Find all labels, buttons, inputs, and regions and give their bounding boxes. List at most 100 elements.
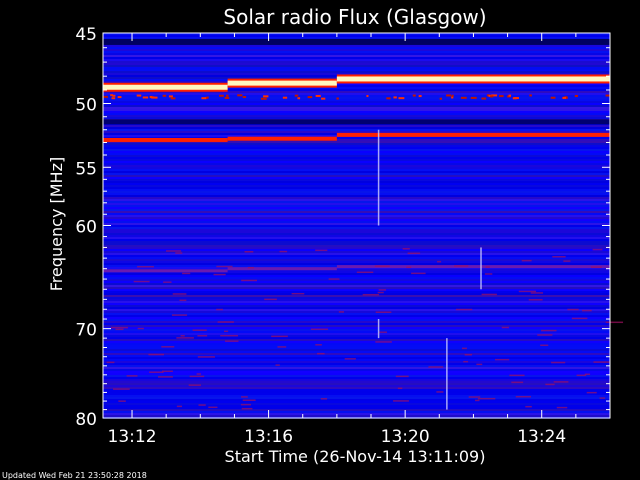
burst-dash	[111, 97, 116, 100]
noise-stripe	[103, 407, 610, 409]
noise-stripe	[103, 213, 610, 215]
noise-stripe	[103, 255, 610, 257]
faint-streak	[310, 328, 329, 331]
updated-timestamp: Updated Wed Feb 21 23:50:28 2018	[2, 471, 147, 480]
noise-stripe	[103, 101, 610, 103]
faint-streak	[315, 249, 328, 252]
burst-dash	[446, 94, 452, 97]
noise-stripe	[103, 215, 610, 217]
burst-dash	[237, 94, 243, 97]
burst-dash	[112, 94, 116, 97]
faint-streak	[162, 370, 173, 373]
faint-streak	[166, 250, 182, 252]
noise-stripe	[103, 205, 610, 207]
noise-stripe	[103, 387, 610, 389]
noise-stripe	[103, 319, 610, 321]
faint-streak	[582, 309, 592, 312]
noise-stripe	[103, 111, 610, 113]
faint-streak	[362, 293, 380, 296]
noise-stripe	[103, 313, 610, 315]
faint-streak	[315, 344, 322, 346]
faint-streak	[375, 311, 392, 313]
burst-dash	[263, 95, 269, 98]
faint-streak	[176, 337, 194, 339]
noise-stripe	[103, 147, 610, 149]
faint-streak	[521, 259, 532, 262]
noise-stripe	[103, 391, 610, 393]
faint-streak	[374, 265, 390, 267]
x-tick-label: 13:12	[108, 427, 157, 447]
noise-stripe	[103, 159, 610, 161]
noise-stripe	[103, 385, 610, 387]
noise-stripe	[103, 401, 610, 403]
noise-stripe	[103, 107, 610, 109]
burst-dash	[206, 96, 209, 99]
noise-stripe	[103, 225, 610, 227]
faint-streak	[137, 327, 144, 330]
emission-line	[336, 132, 610, 137]
faint-streak	[407, 252, 421, 255]
noise-stripe	[103, 227, 610, 229]
faint-streak	[198, 404, 206, 406]
burst-dash	[499, 95, 504, 98]
noise-stripe	[103, 201, 610, 203]
faint-streak	[163, 281, 172, 283]
noise-stripe	[103, 249, 610, 251]
x-axis-label: Start Time (26-Nov-14 13:11:09)	[225, 447, 486, 466]
burst-dash	[170, 97, 176, 100]
faint-streak	[328, 278, 340, 280]
faint-streak	[428, 366, 444, 368]
faint-streak	[180, 335, 185, 337]
noise-stripe	[103, 239, 610, 241]
faint-streak	[242, 399, 256, 401]
noise-stripe	[103, 71, 610, 73]
faint-streak	[126, 375, 138, 377]
burst-dash	[418, 95, 422, 98]
noise-stripe	[103, 383, 610, 385]
noise-stripe	[103, 91, 610, 93]
noise-stripe	[103, 321, 610, 323]
noise-stripe	[103, 211, 610, 213]
faint-streak	[475, 399, 480, 402]
noise-stripe	[103, 259, 610, 261]
noise-stripe	[103, 179, 610, 181]
noise-stripe	[103, 245, 610, 247]
noise-stripe	[103, 181, 610, 183]
faint-streak	[563, 260, 571, 262]
noise-stripe	[103, 393, 610, 395]
burst-dash	[297, 97, 301, 100]
noise-stripe	[103, 209, 610, 211]
faint-streak	[216, 308, 223, 311]
noise-stripe	[103, 103, 610, 105]
faint-streak	[605, 321, 624, 324]
noise-stripe	[103, 303, 610, 305]
noise-stripe	[103, 271, 610, 273]
noise-stripe	[103, 243, 610, 245]
noise-stripe	[103, 143, 610, 145]
faint-streak	[599, 397, 606, 399]
faint-streak	[133, 280, 150, 283]
noise-stripe	[103, 349, 610, 351]
noise-stripe	[103, 415, 610, 417]
noise-stripe	[103, 67, 610, 69]
faint-streak	[275, 364, 280, 366]
noise-stripe	[103, 379, 610, 381]
noise-stripe	[103, 337, 610, 339]
burst-dash	[136, 94, 142, 97]
noise-stripe	[103, 343, 610, 345]
faint-streak	[464, 354, 472, 356]
burst-dash	[412, 94, 416, 97]
faint-streak	[477, 397, 496, 400]
noise-stripe	[103, 233, 610, 235]
burst-dash	[574, 94, 578, 97]
faint-streak	[375, 341, 392, 343]
faint-streak	[189, 375, 205, 378]
noise-stripe	[103, 221, 610, 223]
faint-streak	[137, 265, 154, 268]
noise-stripe	[103, 161, 610, 163]
x-tick-label: 13:24	[517, 427, 566, 447]
faint-streak	[537, 334, 553, 336]
noise-stripe	[103, 305, 610, 307]
faint-streak	[484, 273, 493, 275]
noise-stripe	[103, 61, 610, 63]
